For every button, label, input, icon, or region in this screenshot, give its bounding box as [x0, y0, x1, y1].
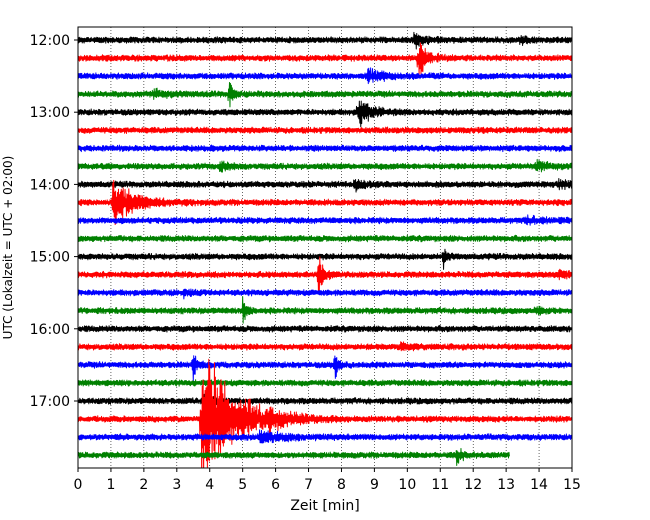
- trace-1745: [78, 447, 510, 466]
- x-tick-label: 7: [304, 477, 313, 493]
- trace-1300: [78, 100, 572, 128]
- x-tick-label: 6: [271, 477, 280, 493]
- trace-1645: [78, 379, 572, 387]
- x-tick-label: 13: [497, 477, 515, 493]
- trace-1715: [78, 358, 572, 468]
- trace-1400: [78, 178, 572, 193]
- trace-1545: [78, 296, 572, 324]
- x-tick-label: 8: [337, 477, 346, 493]
- axes-frame: [77, 26, 573, 469]
- trace-1530: [78, 288, 572, 300]
- trace-1630: [78, 355, 572, 382]
- trace-1330: [78, 144, 572, 153]
- trace-1315: [78, 126, 572, 134]
- trace-1500: [78, 248, 572, 270]
- x-tick-label: 5: [238, 477, 247, 493]
- y-tick-label: 17:00: [30, 394, 70, 410]
- trace-1245: [78, 81, 572, 108]
- trace-1415: [78, 179, 572, 226]
- x-tick-label: 15: [563, 477, 581, 493]
- y-tick-label: 14:00: [30, 177, 70, 193]
- x-axis-label: Zeit [min]: [290, 498, 359, 514]
- trace-1515: [78, 256, 572, 292]
- x-axis-ticks: 0 1 2 3 4 5 6 7 8 9 10 11 12 13 14 15: [74, 468, 581, 493]
- traces: [78, 31, 572, 468]
- y-tick-label: 12:00: [30, 33, 70, 49]
- trace-1430: [78, 214, 572, 226]
- x-tick-label: 11: [431, 477, 449, 493]
- y-tick-label: 16:00: [30, 322, 70, 338]
- trace-1700: [78, 391, 572, 411]
- trace-1345: [78, 158, 572, 173]
- x-tick-label: 12: [464, 477, 482, 493]
- x-tick-label: 3: [172, 477, 181, 493]
- trace-1200: [78, 31, 572, 50]
- y-tick-label: 13:00: [30, 105, 70, 121]
- x-tick-label: 14: [530, 477, 548, 493]
- x-tick-label: 10: [398, 477, 416, 493]
- y-axis-label: UTC (Lokalzeit = UTC + 02:00): [1, 156, 15, 340]
- trace-1215: [78, 42, 572, 75]
- y-axis-ticks: 12:00 13:00 14:00 15:00 16:00 17:00: [30, 33, 78, 410]
- x-tick-label: 4: [205, 477, 214, 493]
- trace-1600: [78, 324, 572, 333]
- x-tick-label: 9: [370, 477, 379, 493]
- trace-1230: [78, 67, 572, 85]
- y-tick-label: 15:00: [30, 250, 70, 266]
- trace-1730: [78, 429, 572, 444]
- trace-1615: [78, 341, 572, 352]
- x-tick-label: 1: [106, 477, 115, 493]
- trace-1445: [78, 234, 572, 243]
- x-tick-label: 0: [74, 477, 83, 493]
- x-tick-label: 2: [139, 477, 148, 493]
